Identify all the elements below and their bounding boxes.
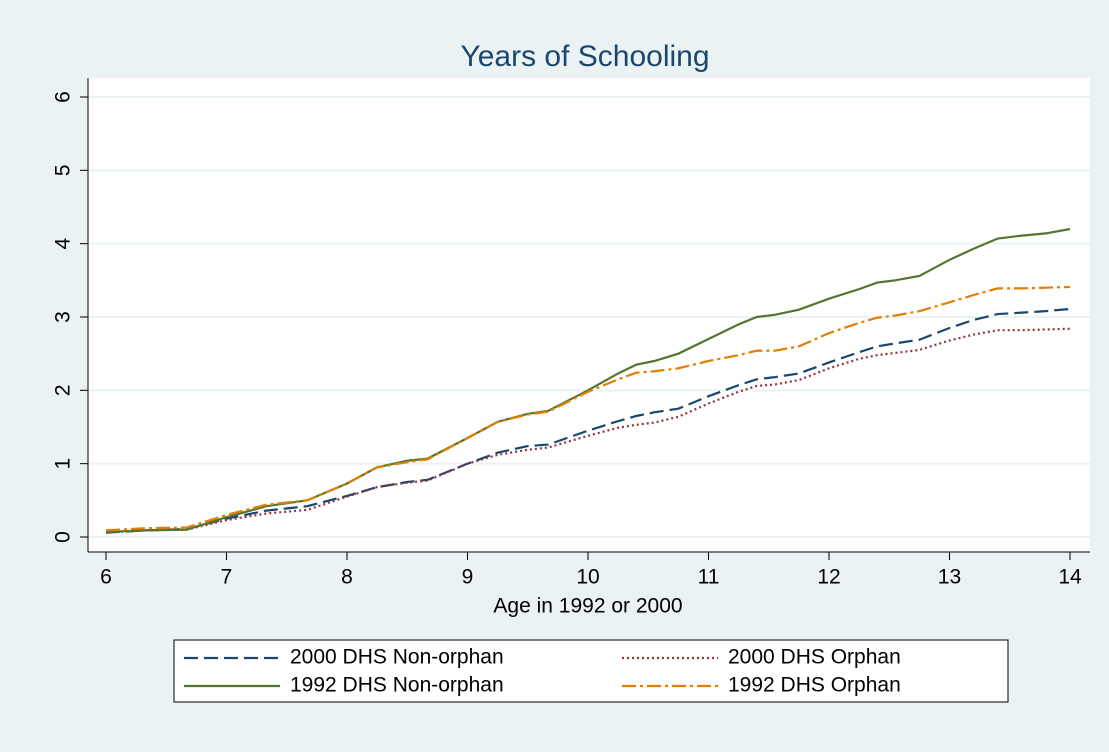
y-tick-label: 4 [52,238,75,250]
x-tick-label: 8 [341,566,353,589]
x-tick-label: 6 [100,566,112,589]
x-tick-label: 14 [1058,566,1082,589]
y-tick-label: 3 [52,311,75,323]
legend-label: 2000 DHS Orphan [728,646,901,669]
x-tick-label: 7 [221,566,233,589]
series-line [105,307,1071,534]
plot-area [88,78,1090,552]
chart-title: Years of Schooling [460,40,709,73]
legend-label: 1992 DHS Orphan [728,674,901,697]
series-line [105,327,1071,534]
legend [173,639,1009,703]
legend-label: 1992 DHS Non-orphan [290,674,504,697]
x-tick-label: 12 [817,566,840,589]
x-axis-title: Age in 1992 or 2000 [493,595,682,618]
y-tick-label: 5 [52,164,75,176]
legend-label: 2000 DHS Non-orphan [290,646,504,669]
x-tick-label: 13 [938,566,961,589]
y-tick-label: 2 [52,384,75,396]
y-tick-label: 6 [52,91,75,103]
x-tick-label: 10 [576,566,599,589]
y-tick-label: 0 [52,531,75,543]
series-line [105,285,1071,532]
y-tick-label: 1 [52,458,75,470]
x-tick-label: 9 [462,566,474,589]
x-tick-label: 11 [698,566,720,589]
